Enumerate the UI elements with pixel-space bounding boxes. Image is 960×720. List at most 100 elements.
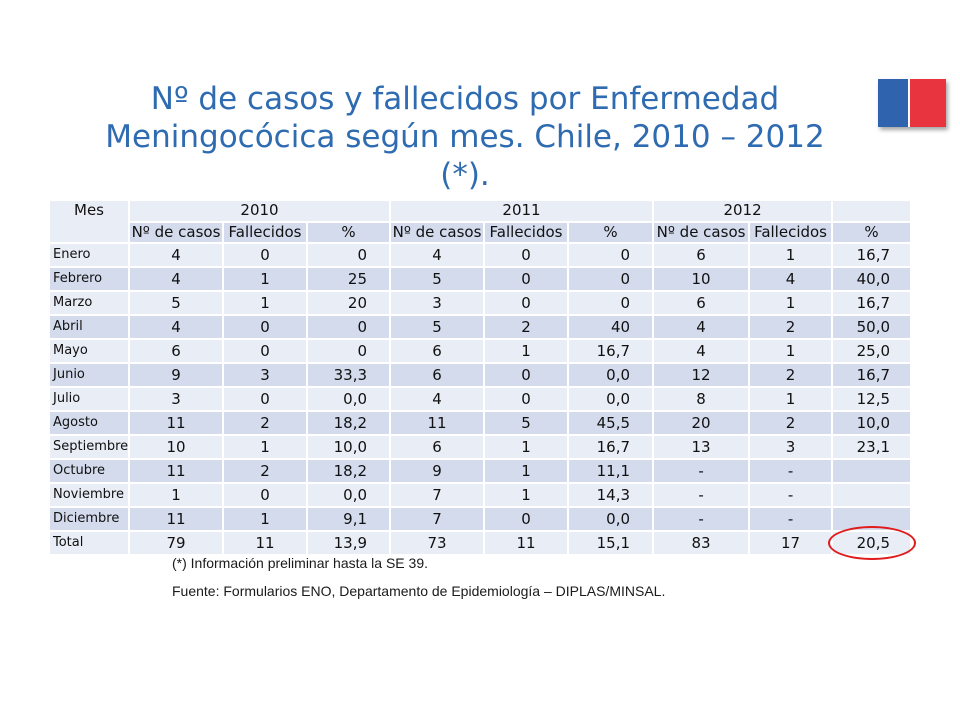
deaths-cell: 3 <box>222 362 308 388</box>
deaths-cell: - <box>748 482 834 508</box>
month-cell: Junio <box>48 362 130 388</box>
subheader-cell: % <box>305 220 392 244</box>
percent-cell: 16,7 <box>567 434 655 460</box>
percent-cell: 20 <box>305 290 392 316</box>
deaths-cell: 2 <box>748 314 834 340</box>
deaths-cell: - <box>748 506 834 532</box>
month-cell: Enero <box>48 242 130 268</box>
cases-cell: 13 <box>652 434 751 460</box>
percent-cell: 0,0 <box>567 386 655 412</box>
deaths-cell: 1 <box>222 290 308 316</box>
deaths-cell: 1 <box>222 266 308 292</box>
deaths-cell: 0 <box>222 386 308 412</box>
source-note: Fuente: Formularios ENO, Departamento de… <box>172 583 666 599</box>
table-row: Febrero 4 1 25 5 0 0 10 4 40,0 <box>48 266 913 292</box>
cases-cell: 6 <box>652 290 751 316</box>
deaths-cell: 0 <box>222 338 308 364</box>
deaths-cell: 0 <box>483 506 570 532</box>
cases-cell: - <box>652 458 751 484</box>
subheader-cell: Fallecidos <box>483 220 570 244</box>
header-year-2010: 2010 <box>127 199 392 223</box>
deaths-cell: 5 <box>483 410 570 436</box>
deaths-cell: 11 <box>483 530 570 556</box>
percent-cell: 45,5 <box>567 410 655 436</box>
footnotes: (*) Información preliminar hasta la SE 3… <box>172 555 665 599</box>
cases-cell: - <box>652 506 751 532</box>
percent-cell: 16,7 <box>831 290 913 316</box>
table-row: Octubre 11 2 18,2 9 1 11,1- - <box>48 458 913 484</box>
cases-cell: 73 <box>389 530 486 556</box>
month-cell: Abril <box>48 314 130 340</box>
cases-cell: 8 <box>652 386 751 412</box>
deaths-cell: 17 <box>748 530 834 556</box>
deaths-cell: 0 <box>483 242 570 268</box>
deaths-cell: 0 <box>222 482 308 508</box>
percent-cell: 25 <box>305 266 392 292</box>
cases-cell: 9 <box>389 458 486 484</box>
deaths-cell: 2 <box>222 458 308 484</box>
table-row: Mayo 6 0 0 6 1 16,7 4 1 25,0 <box>48 338 913 364</box>
cases-cell: 7 <box>389 506 486 532</box>
deaths-cell: 0 <box>483 266 570 292</box>
percent-cell: 0 <box>567 290 655 316</box>
deaths-cell: 1 <box>222 506 308 532</box>
percent-cell: 0 <box>567 242 655 268</box>
percent-cell: 0,0 <box>567 362 655 388</box>
cases-cell: 5 <box>389 266 486 292</box>
percent-cell: 0,0 <box>305 386 392 412</box>
cases-cell: 12 <box>652 362 751 388</box>
month-cell: Febrero <box>48 266 130 292</box>
cases-cell: 11 <box>128 458 224 484</box>
year-header-row: Mes 2010 2011 2012 <box>48 199 913 244</box>
cases-cell: 1 <box>128 482 224 508</box>
total-2012-highlight-circle <box>828 526 916 560</box>
percent-cell: 18,2 <box>305 410 392 436</box>
cases-cell: 10 <box>128 434 224 460</box>
table-row: Enero 4 0 0 4 0 0 6 1 16,7 <box>48 242 913 268</box>
percent-cell: 0 <box>567 266 655 292</box>
deaths-cell: 2 <box>483 314 570 340</box>
percent-cell: 14,3 <box>567 482 655 508</box>
header-empty-cell <box>831 199 913 223</box>
percent-cell: 40 <box>567 314 655 340</box>
subheader-row: Nº de casos Fallecidos% Nº de casos Falleci… <box>49 220 913 244</box>
cases-cell: 7 <box>389 482 486 508</box>
cases-cell: 4 <box>128 266 224 292</box>
deaths-cell: 2 <box>748 362 834 388</box>
cases-cell: 4 <box>389 242 486 268</box>
month-cell: Octubre <box>48 458 130 484</box>
cases-cell: 4 <box>128 242 224 268</box>
deaths-cell: 1 <box>748 242 834 268</box>
percent-cell <box>831 482 913 508</box>
percent-cell: 0,0 <box>305 482 392 508</box>
cases-cell: 6 <box>652 242 751 268</box>
deaths-cell: 0 <box>222 242 308 268</box>
deaths-cell: 1 <box>483 482 570 508</box>
percent-cell: 0,0 <box>567 506 655 532</box>
percent-cell: 18,2 <box>305 458 392 484</box>
flag-red-band <box>910 79 946 127</box>
cases-cell: 11 <box>128 506 224 532</box>
deaths-cell: 0 <box>222 314 308 340</box>
percent-cell: 9,1 <box>305 506 392 532</box>
cases-cell: 4 <box>128 314 224 340</box>
cases-cell: 6 <box>128 338 224 364</box>
percent-cell: 15,1 <box>567 530 655 556</box>
month-cell: Total <box>48 530 130 556</box>
chile-flag-logo <box>878 79 946 127</box>
deaths-cell: 11 <box>222 530 308 556</box>
month-cell: Septiembre <box>48 434 130 460</box>
preliminary-note: (*) Información preliminar hasta la SE 3… <box>172 555 428 571</box>
percent-cell: 11,1 <box>567 458 655 484</box>
deaths-cell: 1 <box>483 338 570 364</box>
deaths-cell: 0 <box>483 386 570 412</box>
meningococcal-cases-table: Mes 2010 2011 2012 Nº de casos Fallecidos… <box>48 199 913 556</box>
table-row: Total 79 11 13,9 73 11 15,1 83 17 20,5 <box>48 530 913 556</box>
cases-cell: 11 <box>128 410 224 436</box>
month-cell: Noviembre <box>48 482 130 508</box>
month-cell: Mayo <box>48 338 130 364</box>
percent-cell: 40,0 <box>831 266 913 292</box>
month-cell: Julio <box>48 386 130 412</box>
percent-cell: 25,0 <box>831 338 913 364</box>
